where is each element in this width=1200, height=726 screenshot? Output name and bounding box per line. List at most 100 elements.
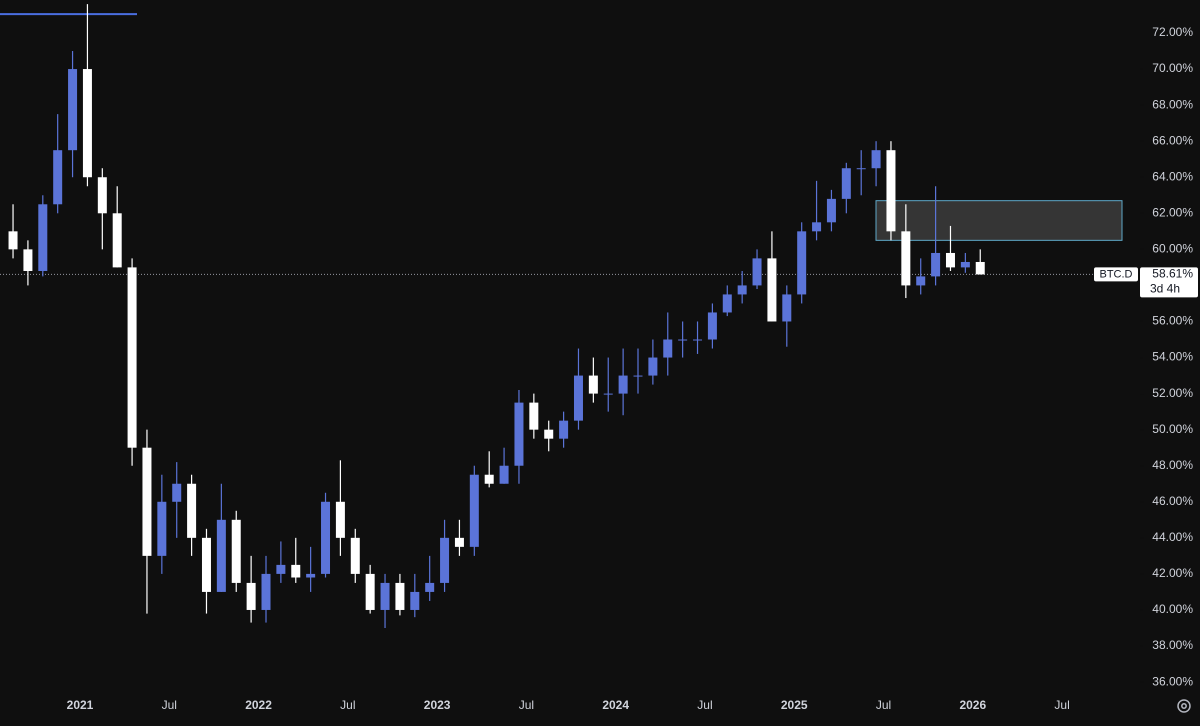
- candle-body: [529, 402, 539, 430]
- candle-body: [767, 258, 777, 322]
- settings-icon[interactable]: [1177, 699, 1191, 713]
- candle-body: [826, 198, 836, 223]
- y-tick-label: 72.00%: [1152, 25, 1193, 39]
- candle-body: [916, 276, 926, 286]
- candle-body: [454, 537, 464, 547]
- x-tick-label: 2022: [245, 698, 272, 712]
- candle-body: [276, 564, 286, 574]
- candle-body: [410, 591, 420, 610]
- candle-body: [618, 375, 628, 394]
- candle-body: [499, 465, 509, 484]
- candle-body: [440, 537, 450, 583]
- candle-body: [8, 231, 18, 250]
- y-tick-label: 38.00%: [1152, 638, 1193, 652]
- price-tag: BTC.D 58.61%3d 4h: [1094, 267, 1198, 298]
- candle-body: [648, 357, 658, 376]
- candle-body: [23, 249, 33, 271]
- candle-body: [707, 312, 717, 340]
- candle-body: [603, 393, 613, 395]
- candle-body: [365, 573, 375, 610]
- candle-body: [856, 168, 866, 170]
- candle-body: [960, 261, 970, 268]
- x-tick-label: 2023: [424, 698, 451, 712]
- y-tick-label: 48.00%: [1152, 458, 1193, 472]
- x-tick-label: Jul: [1054, 698, 1069, 712]
- candle-body: [931, 252, 941, 277]
- countdown-label: 3d 4h: [1150, 282, 1180, 296]
- y-tick-label: 44.00%: [1152, 530, 1193, 544]
- y-tick-label: 50.00%: [1152, 422, 1193, 436]
- price-box: [1140, 267, 1198, 298]
- candle-body: [588, 375, 598, 394]
- y-tick-label: 74.00%: [1152, 0, 1193, 3]
- candle-body: [68, 69, 78, 151]
- candle-body: [484, 474, 494, 484]
- candle-body: [97, 177, 107, 214]
- candle-body: [782, 294, 792, 322]
- candle-body: [142, 447, 152, 556]
- price-label: 58.61%: [1152, 267, 1193, 281]
- y-tick-label: 62.00%: [1152, 205, 1193, 219]
- candle-body: [187, 483, 197, 538]
- gear-inner: [1181, 703, 1187, 709]
- candle-body: [380, 582, 390, 610]
- candle-body: [112, 213, 122, 268]
- candle-body: [975, 261, 985, 275]
- y-tick-label: 64.00%: [1152, 169, 1193, 183]
- candle-body: [633, 375, 643, 377]
- candle-body: [82, 69, 92, 178]
- x-tick-label: Jul: [519, 698, 534, 712]
- candle-body: [306, 573, 316, 578]
- candle-body: [559, 420, 569, 439]
- candle-body: [350, 537, 360, 574]
- candle-body: [127, 267, 137, 448]
- candle-body: [157, 501, 167, 556]
- symbol-label: BTC.D: [1100, 268, 1133, 280]
- candle-body: [886, 150, 896, 232]
- symbol-box: [1094, 267, 1138, 282]
- y-tick-label: 54.00%: [1152, 350, 1193, 364]
- x-tick-label: Jul: [697, 698, 712, 712]
- candle-body: [172, 483, 182, 502]
- y-tick-label: 70.00%: [1152, 61, 1193, 75]
- candle-body: [469, 474, 479, 547]
- y-tick-label: 46.00%: [1152, 494, 1193, 508]
- candle-body: [321, 501, 331, 574]
- candle-body: [945, 252, 955, 268]
- candle-body: [678, 339, 688, 341]
- candle-body: [722, 294, 732, 313]
- candle-body: [871, 150, 881, 169]
- y-tick-label: 56.00%: [1152, 314, 1193, 328]
- x-tick-label: Jul: [162, 698, 177, 712]
- gear-outer: [1177, 699, 1191, 713]
- candle-body: [38, 204, 48, 271]
- x-tick-label: Jul: [876, 698, 891, 712]
- candle-body: [425, 582, 435, 592]
- candle-body: [514, 402, 524, 466]
- candle-body: [573, 375, 583, 421]
- x-tick-label: Jul: [340, 698, 355, 712]
- y-tick-label: 42.00%: [1152, 566, 1193, 580]
- candle-body: [261, 573, 271, 610]
- y-tick-label: 36.00%: [1152, 674, 1193, 688]
- candle-body: [841, 168, 851, 199]
- zone-box: [875, 200, 1123, 241]
- candle-body: [812, 222, 822, 232]
- x-tick-label: 2025: [781, 698, 808, 712]
- candle-body: [246, 582, 256, 610]
- x-tick-label: 2021: [67, 698, 94, 712]
- y-tick-label: 68.00%: [1152, 97, 1193, 111]
- y-tick-label: 40.00%: [1152, 602, 1193, 616]
- candle-body: [53, 150, 63, 205]
- x-tick-label: 2026: [959, 698, 986, 712]
- x-tick-label: 2024: [602, 698, 629, 712]
- candle-body: [395, 582, 405, 610]
- candle-body: [663, 339, 673, 358]
- candle-body: [901, 231, 911, 286]
- candle-body: [201, 537, 211, 592]
- candle-body: [752, 258, 762, 286]
- candle-body: [231, 519, 241, 583]
- y-tick-label: 60.00%: [1152, 242, 1193, 256]
